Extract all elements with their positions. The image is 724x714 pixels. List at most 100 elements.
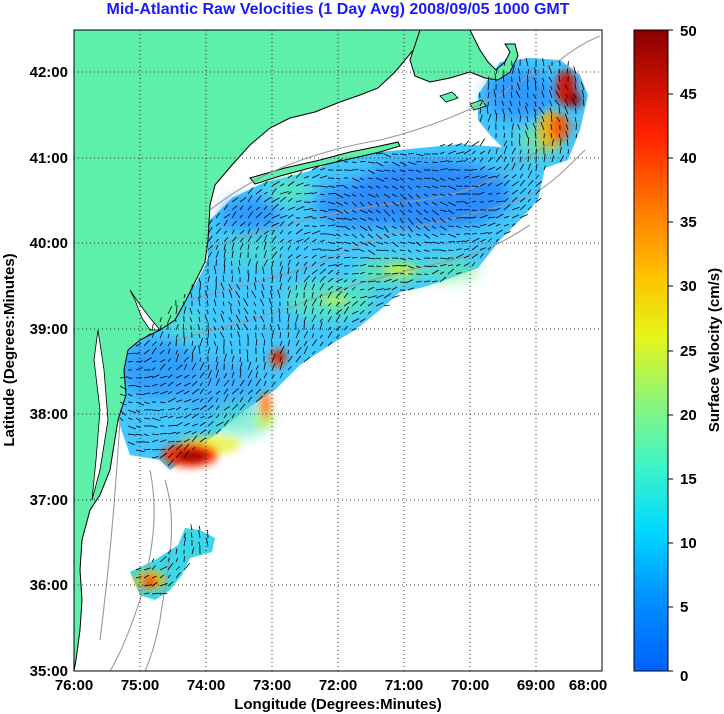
velocity-vector <box>199 372 205 379</box>
velocity-vector <box>391 241 399 248</box>
velocity-vector <box>254 277 257 283</box>
velocity-vector <box>183 563 191 571</box>
velocity-vector <box>391 217 396 223</box>
velocity-vector <box>279 273 282 283</box>
velocity-vector <box>198 316 201 323</box>
velocity-vector <box>495 148 498 155</box>
grid-lines <box>74 30 602 671</box>
velocity-vector <box>359 209 368 214</box>
velocity-vector <box>343 185 349 189</box>
velocity-vector <box>391 177 399 181</box>
velocity-vector <box>303 184 310 187</box>
velocity-vector <box>167 574 171 579</box>
velocity-vector <box>167 562 174 571</box>
velocity-vector <box>167 557 170 563</box>
velocity-vector <box>237 267 241 275</box>
velocity-vector <box>335 158 342 163</box>
velocity-vector <box>519 156 522 163</box>
velocity-vector <box>303 305 308 315</box>
velocity-vector <box>383 209 391 217</box>
velocity-vector <box>268 297 273 307</box>
velocity-vector <box>231 220 237 227</box>
velocity-vector <box>207 364 210 371</box>
velocity-vector <box>279 191 289 195</box>
velocity-vector <box>527 163 531 171</box>
velocity-vector <box>271 197 280 203</box>
velocity-vector <box>327 291 332 299</box>
velocity-vector <box>295 292 299 299</box>
velocity-vector <box>367 201 372 206</box>
velocity-vector <box>407 185 412 190</box>
velocity-vector <box>287 206 296 211</box>
velocity-vector <box>263 212 272 219</box>
velocity-vector <box>495 207 501 211</box>
velocity-vector <box>183 537 187 547</box>
velocity-vector <box>207 421 214 427</box>
velocity-vector <box>246 349 249 355</box>
velocity-vector <box>167 341 172 347</box>
velocity-vector <box>399 177 405 181</box>
velocity-vector <box>223 394 229 403</box>
velocity-vector <box>231 211 237 219</box>
velocity-vector <box>335 309 343 315</box>
velocity-vector <box>295 192 302 195</box>
velocity-vector <box>191 546 195 555</box>
velocity-vector <box>175 431 181 435</box>
velocity-vector <box>487 149 491 155</box>
velocity-vector <box>119 393 127 397</box>
velocity-vector <box>223 204 229 211</box>
velocity-vector <box>423 233 431 239</box>
y-tick-label: 39:00 <box>30 321 68 338</box>
land-mainland <box>74 30 421 671</box>
velocity-vector <box>143 592 150 595</box>
velocity-vector <box>182 323 185 331</box>
velocity-vector <box>375 265 382 267</box>
velocity-vector <box>527 137 530 147</box>
velocity-vector <box>447 249 454 251</box>
colorbar-tick-label: 40 <box>680 150 697 167</box>
x-tick-label: 71:00 <box>385 677 423 694</box>
velocity-vector <box>455 253 465 259</box>
velocity-vector <box>487 238 492 243</box>
velocity-vector <box>207 251 213 259</box>
velocity-vector <box>183 293 186 299</box>
velocity-vector <box>143 333 152 339</box>
velocity-vector <box>220 282 225 291</box>
velocity-vector <box>175 305 178 315</box>
velocity-vector <box>231 413 235 419</box>
velocity-vector <box>271 181 280 187</box>
velocity-vector <box>471 185 479 187</box>
velocity-vector <box>175 382 182 387</box>
velocity-vector <box>335 291 343 299</box>
velocity-vector <box>191 380 198 387</box>
velocity-vector <box>231 404 239 411</box>
velocity-vector <box>223 406 231 411</box>
velocity-vector <box>303 316 307 323</box>
colorbar-tick-label: 15 <box>680 471 697 488</box>
velocity-vector <box>215 361 219 371</box>
velocity-vector <box>383 193 391 199</box>
velocity-vector <box>237 308 241 315</box>
velocity-vector <box>286 307 289 315</box>
velocity-vector <box>359 225 368 231</box>
velocity-vector <box>574 82 577 91</box>
velocity-vector <box>167 415 174 419</box>
velocity-vector <box>271 188 277 195</box>
velocity-vector <box>231 275 234 283</box>
velocity-vector <box>167 333 170 339</box>
velocity-vector <box>503 231 511 235</box>
velocity-vector <box>287 221 294 227</box>
velocity-vector <box>271 203 279 211</box>
velocity-vector <box>287 267 290 275</box>
velocity-vector <box>167 452 174 459</box>
velocity-vector <box>294 300 297 307</box>
velocity-vector <box>511 76 513 83</box>
velocity-vector <box>519 133 521 139</box>
plot-area <box>74 30 602 671</box>
velocity-vector <box>271 246 276 251</box>
velocity-vector <box>580 81 585 91</box>
velocity-vector <box>534 67 537 75</box>
velocity-vector <box>206 538 209 547</box>
velocity-vector <box>311 283 316 291</box>
velocity-vector <box>335 278 344 283</box>
